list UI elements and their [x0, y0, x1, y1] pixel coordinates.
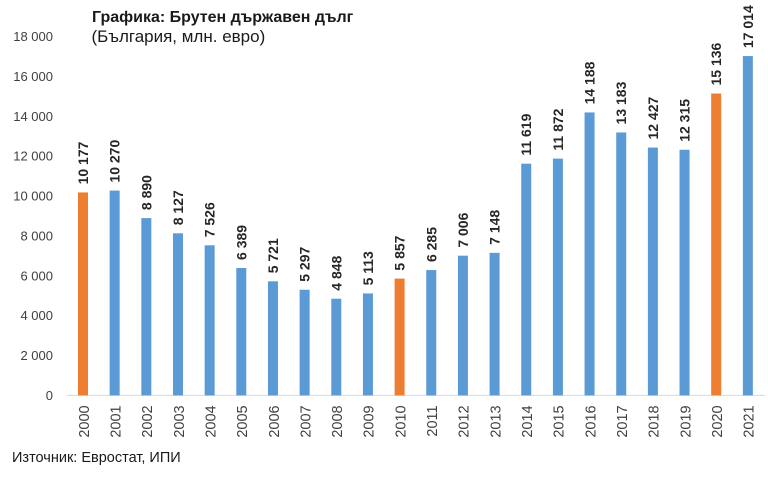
- svg-text:2001: 2001: [108, 405, 124, 437]
- svg-text:2006: 2006: [267, 405, 283, 437]
- svg-text:8 890: 8 890: [138, 175, 154, 210]
- svg-text:2019: 2019: [678, 405, 694, 437]
- svg-text:13 183: 13 183: [613, 81, 629, 124]
- svg-text:2002: 2002: [140, 405, 156, 437]
- svg-text:2004: 2004: [203, 405, 219, 437]
- svg-text:2 000: 2 000: [20, 348, 53, 363]
- svg-text:2012: 2012: [457, 405, 473, 437]
- svg-text:6 285: 6 285: [423, 227, 439, 262]
- svg-text:2021: 2021: [742, 405, 758, 437]
- svg-text:2009: 2009: [362, 405, 378, 437]
- svg-text:2020: 2020: [710, 405, 726, 437]
- svg-text:8 127: 8 127: [170, 190, 186, 225]
- svg-text:4 848: 4 848: [328, 255, 344, 290]
- svg-text:7 006: 7 006: [455, 212, 471, 247]
- svg-text:7 526: 7 526: [202, 202, 218, 237]
- svg-text:2017: 2017: [615, 405, 631, 437]
- svg-text:16 000: 16 000: [13, 69, 53, 84]
- svg-text:2018: 2018: [647, 405, 663, 437]
- svg-text:2007: 2007: [298, 405, 314, 437]
- svg-text:15 136: 15 136: [708, 42, 724, 85]
- svg-text:2013: 2013: [488, 405, 504, 437]
- svg-text:14 188: 14 188: [582, 61, 598, 104]
- svg-text:10 270: 10 270: [107, 140, 123, 183]
- svg-text:2014: 2014: [520, 405, 536, 437]
- svg-text:10 177: 10 177: [75, 141, 91, 184]
- svg-text:12 000: 12 000: [13, 149, 53, 164]
- svg-text:Източник: Евростат, ИПИ: Източник: Евростат, ИПИ: [12, 450, 181, 466]
- svg-text:11 872: 11 872: [550, 108, 566, 150]
- svg-text:5 297: 5 297: [297, 247, 313, 282]
- svg-text:8 000: 8 000: [20, 228, 53, 243]
- svg-text:12 427: 12 427: [645, 97, 661, 140]
- svg-text:6 000: 6 000: [20, 268, 53, 283]
- svg-text:7 148: 7 148: [487, 210, 503, 245]
- svg-text:6 389: 6 389: [233, 225, 249, 260]
- svg-text:2003: 2003: [172, 405, 188, 437]
- svg-text:10 000: 10 000: [13, 189, 53, 204]
- svg-text:14 000: 14 000: [13, 109, 53, 124]
- svg-text:5 113: 5 113: [360, 251, 376, 285]
- svg-text:2008: 2008: [330, 405, 346, 437]
- svg-text:4 000: 4 000: [20, 308, 53, 323]
- svg-text:0: 0: [46, 388, 53, 403]
- svg-text:Графика: Брутен държавен дълг: Графика: Брутен държавен дълг: [92, 9, 354, 26]
- svg-text:5 721: 5 721: [265, 238, 281, 273]
- svg-text:11 619: 11 619: [518, 113, 534, 155]
- svg-text:(България, млн. евро): (България, млн. евро): [92, 27, 266, 46]
- svg-text:18 000: 18 000: [13, 29, 53, 44]
- svg-text:5 857: 5 857: [392, 235, 408, 270]
- svg-text:17 014: 17 014: [740, 5, 756, 48]
- svg-text:2000: 2000: [77, 405, 93, 437]
- svg-text:2011: 2011: [425, 405, 441, 436]
- svg-text:2005: 2005: [235, 405, 251, 437]
- svg-text:12 315: 12 315: [677, 99, 693, 142]
- svg-text:2015: 2015: [552, 405, 568, 437]
- svg-text:2016: 2016: [583, 405, 599, 437]
- svg-text:2010: 2010: [393, 405, 409, 437]
